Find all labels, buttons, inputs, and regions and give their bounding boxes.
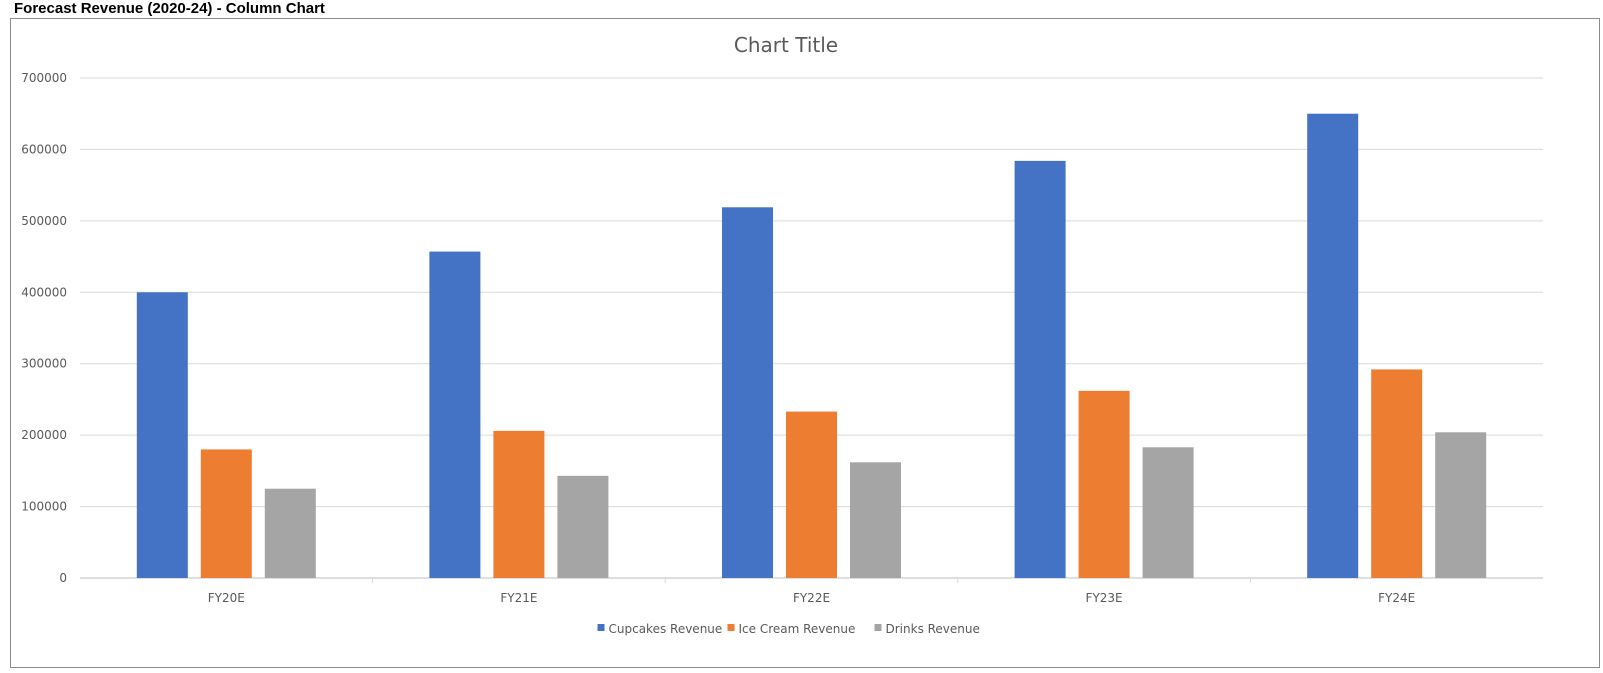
x-tick-label: FY22E (793, 591, 830, 605)
bar-ice-cream-revenue[interactable] (1371, 369, 1423, 578)
legend-swatch (727, 624, 735, 631)
bar-cupcakes-revenue[interactable] (136, 292, 188, 578)
legend-swatch (597, 624, 605, 631)
legend-swatch (874, 624, 882, 631)
bar-ice-cream-revenue[interactable] (200, 449, 252, 578)
y-tick-label: 200000 (21, 428, 67, 442)
y-tick-label: 600000 (21, 142, 67, 156)
y-tick-label: 300000 (21, 357, 67, 371)
bar-drinks-revenue[interactable] (557, 475, 609, 578)
bar-drinks-revenue[interactable] (1142, 447, 1194, 578)
chart-title: Chart Title (734, 33, 838, 57)
bar-cupcakes-revenue[interactable] (722, 207, 773, 579)
y-tick-label: 400000 (21, 285, 67, 299)
x-tick-label: FY20E (208, 591, 245, 605)
legend-label: Cupcakes Revenue (609, 622, 723, 636)
x-axis-ticks: FY20E FY21E FY22E FY23E FY24E (208, 578, 1415, 605)
x-tick-label: FY24E (1378, 591, 1415, 605)
bar-ice-cream-revenue[interactable] (786, 411, 837, 578)
x-tick-label: FY21E (500, 591, 537, 605)
bar-drinks-revenue[interactable] (850, 462, 901, 578)
bars (136, 113, 1487, 579)
bar-cupcakes-revenue[interactable] (429, 251, 481, 579)
bar-drinks-revenue[interactable] (1435, 432, 1487, 578)
y-tick-label: 500000 (21, 214, 67, 228)
legend-label: Ice Cream Revenue (739, 622, 856, 636)
y-tick-label: 700000 (21, 71, 67, 85)
legend: Cupcakes Revenue Ice Cream Revenue Drinks … (597, 622, 980, 636)
bar-ice-cream-revenue[interactable] (493, 430, 545, 578)
legend-label: Drinks Revenue (886, 622, 980, 636)
bar-cupcakes-revenue[interactable] (1307, 113, 1359, 578)
bar-cupcakes-revenue[interactable] (1014, 160, 1066, 578)
sheet-heading: Forecast Revenue (2020-24) - Column Char… (14, 0, 325, 17)
y-tick-label: 100000 (21, 500, 67, 514)
x-tick-label: FY23E (1086, 591, 1123, 605)
y-tick-label: 0 (59, 571, 67, 585)
bar-ice-cream-revenue[interactable] (1078, 390, 1130, 578)
y-axis-ticks: 0 100000 200000 300000 400000 500000 600000 700… (21, 71, 67, 585)
bar-drinks-revenue[interactable] (264, 488, 316, 578)
